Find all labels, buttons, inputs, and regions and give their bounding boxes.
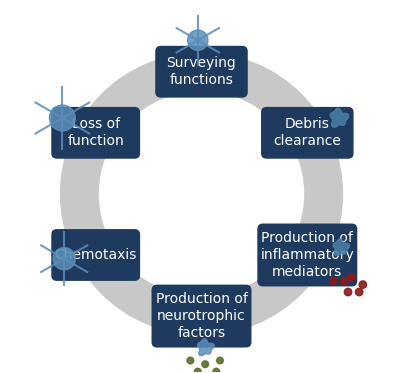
Circle shape bbox=[213, 368, 220, 373]
Circle shape bbox=[195, 368, 201, 373]
Text: Loss of
function: Loss of function bbox=[67, 117, 124, 148]
FancyBboxPatch shape bbox=[51, 107, 140, 159]
Text: Chemotaxis: Chemotaxis bbox=[54, 248, 137, 262]
FancyBboxPatch shape bbox=[258, 223, 357, 286]
Circle shape bbox=[348, 273, 355, 281]
Circle shape bbox=[330, 277, 337, 285]
Polygon shape bbox=[197, 339, 214, 356]
Polygon shape bbox=[330, 108, 349, 127]
Circle shape bbox=[217, 357, 223, 364]
Text: Surveying
functions: Surveying functions bbox=[166, 56, 237, 87]
Circle shape bbox=[341, 277, 348, 285]
Circle shape bbox=[50, 105, 75, 131]
FancyBboxPatch shape bbox=[51, 229, 140, 281]
Circle shape bbox=[188, 30, 208, 50]
Circle shape bbox=[53, 248, 75, 270]
FancyBboxPatch shape bbox=[155, 46, 248, 98]
Circle shape bbox=[344, 288, 352, 296]
Polygon shape bbox=[333, 239, 349, 256]
Text: Production of
inflammatory
mediators: Production of inflammatory mediators bbox=[260, 231, 354, 279]
Circle shape bbox=[187, 357, 194, 364]
Text: Production of
neurotrophic
factors: Production of neurotrophic factors bbox=[156, 292, 247, 341]
FancyBboxPatch shape bbox=[152, 285, 251, 348]
Circle shape bbox=[359, 281, 367, 288]
Circle shape bbox=[355, 288, 363, 296]
Circle shape bbox=[202, 361, 208, 367]
FancyBboxPatch shape bbox=[261, 107, 353, 159]
Text: Debris
clearance: Debris clearance bbox=[273, 117, 341, 148]
